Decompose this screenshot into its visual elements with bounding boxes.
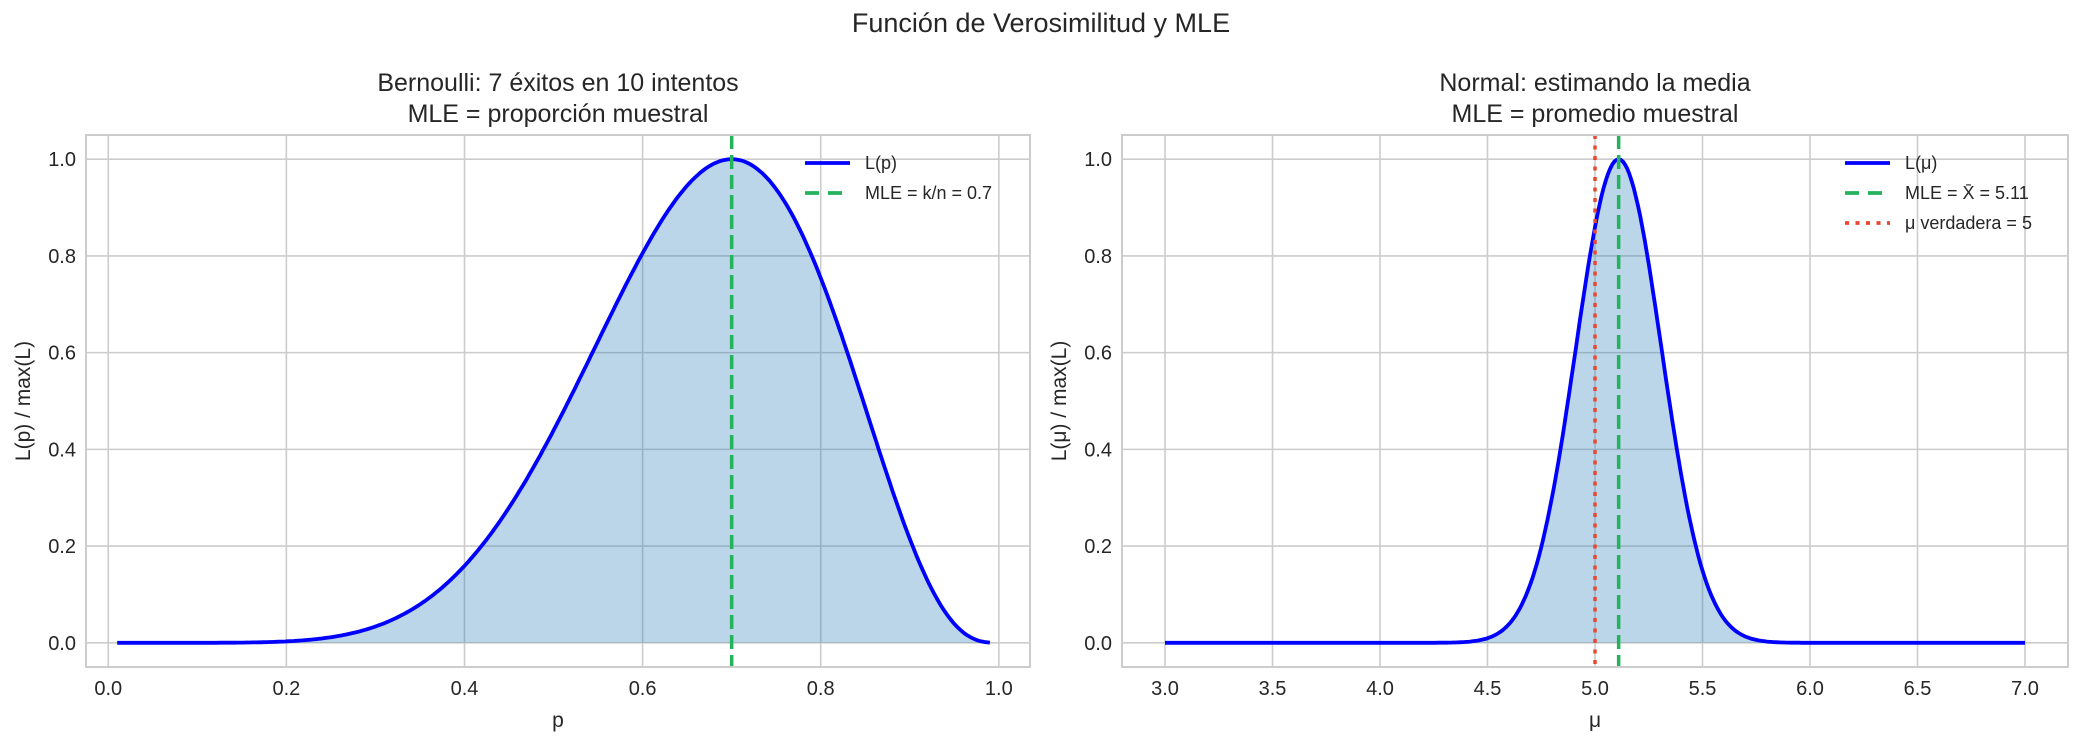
axes-frame bbox=[1121, 134, 2069, 668]
y-tick-label: 0.4 bbox=[48, 439, 76, 461]
x-axis-label: μ bbox=[1589, 709, 1601, 732]
y-tick-label: 0.2 bbox=[48, 536, 76, 558]
y-tick-label: 1.0 bbox=[1084, 149, 1112, 171]
legend-entry: L(μ) bbox=[1905, 153, 1937, 173]
x-tick-label: 0.8 bbox=[807, 678, 835, 700]
x-tick-label: 5.5 bbox=[1689, 678, 1717, 700]
x-tick-label: 4.0 bbox=[1366, 678, 1394, 700]
y-tick-label: 0.8 bbox=[48, 246, 76, 268]
y-tick-label: 0.4 bbox=[1084, 439, 1112, 461]
right-plot-title-line1: Normal: estimando la media bbox=[1439, 69, 1751, 97]
likelihood-curve bbox=[117, 157, 991, 645]
x-tick-label: 5.0 bbox=[1581, 678, 1609, 700]
left-plot-title-line1: Bernoulli: 7 éxitos en 10 intentos bbox=[377, 69, 739, 97]
x-tick-label: 0.2 bbox=[272, 678, 300, 700]
y-tick-label: 1.0 bbox=[48, 149, 76, 171]
legend-entry: μ verdadera = 5 bbox=[1905, 213, 2032, 233]
x-tick-label: 7.0 bbox=[2011, 678, 2039, 700]
x-tick-label: 0.6 bbox=[629, 678, 657, 700]
likelihood-curve bbox=[1165, 157, 2025, 645]
y-tick-label: 0.8 bbox=[1084, 246, 1112, 268]
x-tick-label: 3.5 bbox=[1259, 678, 1287, 700]
x-tick-label: 6.0 bbox=[1796, 678, 1824, 700]
x-axis-label: p bbox=[552, 709, 564, 732]
y-tick-label: 0.6 bbox=[48, 343, 76, 365]
legend-entry: MLE = X̄ = 5.11 bbox=[1905, 183, 2029, 203]
right-axes: 3.0 3.5 4.0 4.5 5.0 5.5 6.0 6.5 7.0 0.0 0.2 0.4 0.6 0… bbox=[1048, 134, 2069, 732]
x-tick-label: 0.0 bbox=[94, 678, 122, 700]
right-legend: L(μ) MLE = X̄ = 5.11 μ verdadera = 5 bbox=[1845, 153, 2032, 233]
likelihood-fill bbox=[117, 159, 990, 643]
y-tick-label: 0.0 bbox=[1084, 633, 1112, 655]
legend-entry: L(p) bbox=[865, 153, 897, 173]
y-tick-label: 0.2 bbox=[1084, 536, 1112, 558]
x-tick-label: 0.4 bbox=[451, 678, 479, 700]
y-axis-label: L(p) / max(L) bbox=[12, 341, 35, 461]
y-axis-label: L(μ) / max(L) bbox=[1048, 341, 1071, 462]
x-tick-label: 6.5 bbox=[1904, 678, 1932, 700]
y-tick-label: 0.0 bbox=[48, 633, 76, 655]
figure-suptitle: Función de Verosimilitud y MLE bbox=[851, 8, 1231, 38]
left-plot-title-line2: MLE = proporción muestral bbox=[407, 100, 709, 128]
x-tick-label: 3.0 bbox=[1151, 678, 1179, 700]
y-tick-label: 0.6 bbox=[1084, 343, 1112, 365]
left-plot-title: Bernoulli: 7 éxitos en 10 intentos MLE =… bbox=[86, 68, 1030, 130]
right-plot-title-line2: MLE = promedio muestral bbox=[1451, 100, 1739, 128]
x-tick-label: 4.5 bbox=[1474, 678, 1502, 700]
left-legend: L(p) MLE = k/n = 0.7 bbox=[805, 153, 992, 203]
right-plot-title: Normal: estimando la media MLE = promedi… bbox=[1122, 68, 2068, 130]
left-axes: 0.0 0.2 0.4 0.6 0.8 1.0 0.0 0.2 0.4 0.6 0.8 1.0 p L(p… bbox=[12, 134, 1031, 732]
x-tick-label: 1.0 bbox=[985, 678, 1013, 700]
axes-frame bbox=[85, 134, 1031, 668]
legend-entry: MLE = k/n = 0.7 bbox=[865, 183, 992, 203]
